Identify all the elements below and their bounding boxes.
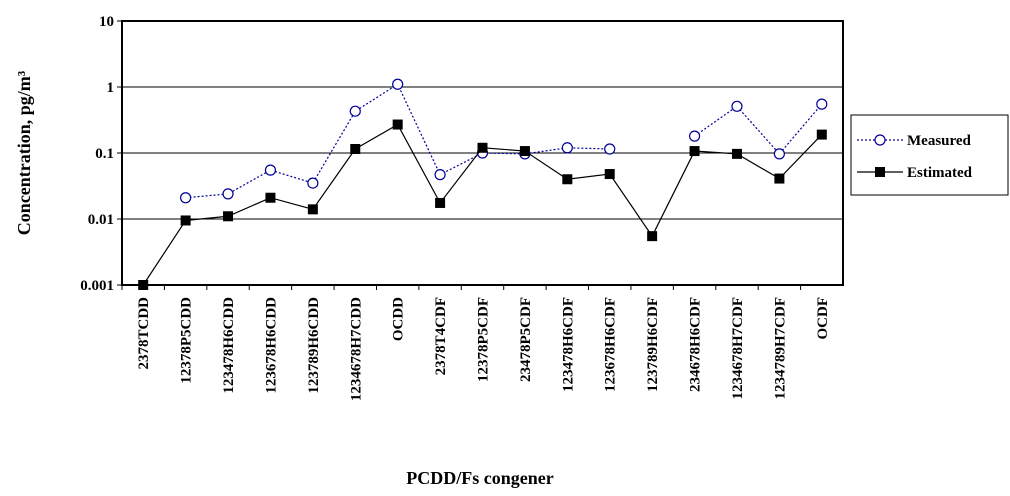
y-tick-label: 0.001: [80, 278, 114, 294]
x-tick-label: 123678H6CDD: [263, 297, 279, 394]
data-point: [392, 78, 404, 90]
legend-box: [850, 114, 1009, 196]
data-point: [774, 173, 785, 184]
data-point: [138, 280, 149, 290]
data-point: [731, 100, 743, 112]
data-point: [773, 148, 785, 160]
x-tick-label: 1234789H7CDF: [772, 297, 788, 400]
legend-marker: [874, 134, 886, 146]
data-point: [180, 192, 192, 204]
y-tick-label: 0.01: [88, 212, 114, 228]
data-point: [435, 197, 446, 208]
x-tick-label: 12378P5CDF: [476, 297, 492, 382]
data-point: [392, 119, 403, 130]
data-point: [223, 211, 234, 222]
x-tick-label: OCDD: [391, 297, 407, 341]
data-point: [349, 105, 361, 117]
data-point: [519, 146, 530, 157]
legend-marker: [875, 167, 885, 177]
plot-area: [121, 20, 844, 286]
data-point: [647, 231, 658, 242]
data-point: [688, 130, 701, 142]
data-point: [350, 143, 361, 154]
data-point: [816, 98, 828, 110]
x-tick-label: 2378TCDD: [136, 297, 152, 370]
series-line: [185, 83, 823, 199]
y-axis-title: Concentration, pg/m³: [14, 70, 34, 235]
y-tick-label: 1: [107, 80, 115, 96]
data-point: [264, 164, 277, 176]
data-point: [562, 174, 573, 185]
x-tick-label: 2378T4CDF: [433, 297, 449, 375]
data-point: [689, 146, 700, 157]
data-point: [816, 129, 827, 140]
data-point: [180, 215, 191, 226]
data-point: [477, 142, 488, 153]
x-tick-label: 1234678H7CDD: [348, 297, 364, 401]
data-point: [307, 177, 319, 189]
x-tick-label: 12378P5CDD: [179, 297, 195, 384]
x-tick-label: 123789H6CDF: [645, 297, 661, 392]
x-tick-label: 1234678H7CDF: [730, 297, 746, 400]
data-point: [222, 188, 234, 200]
legend-label: Estimated: [907, 165, 973, 181]
x-tick-label: 23478P5CDF: [518, 297, 534, 382]
data-point: [265, 192, 276, 203]
x-tick-label: 123478H6CDF: [560, 297, 576, 392]
y-tick-label: 10: [99, 14, 114, 30]
x-tick-label: 234678H6CDF: [688, 297, 704, 392]
data-point: [731, 148, 742, 159]
data-point: [604, 143, 616, 155]
y-tick-label: 0.1: [95, 146, 114, 162]
x-tick-label: 123678H6CDF: [603, 297, 619, 392]
x-tick-label: OCDF: [815, 297, 831, 340]
data-point: [604, 169, 615, 180]
x-tick-label: 123478H6CDD: [221, 297, 237, 394]
data-point: [307, 204, 318, 215]
legend-label: Measured: [907, 133, 972, 149]
data-point: [561, 142, 573, 154]
data-point: [434, 169, 446, 181]
x-axis-title: PCDD/Fs congener: [406, 468, 553, 488]
x-tick-label: 123789H6CDD: [306, 297, 322, 394]
